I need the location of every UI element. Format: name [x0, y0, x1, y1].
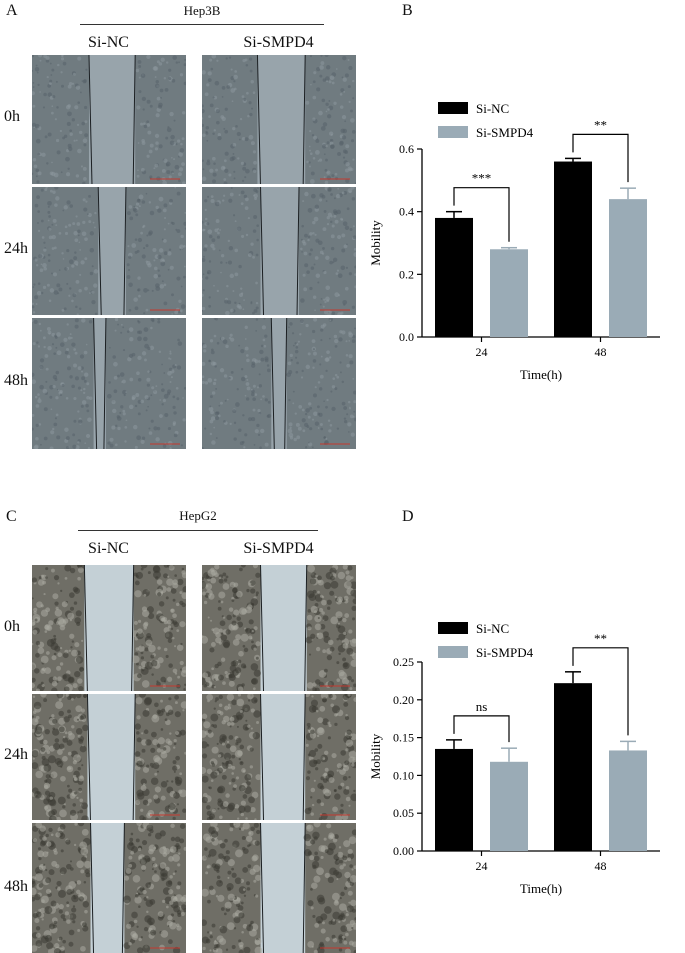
micrograph-hep3b-si-nc-0h [32, 55, 186, 184]
micrograph-hep3b-si-smpd4-24h [202, 187, 356, 315]
micrograph-hep3b-si-nc-24h [32, 187, 186, 315]
chart-d-bar-si-smpd4-24 [490, 761, 528, 851]
chart-d-legend-label: Si-NC [476, 621, 509, 636]
chart-b-y-axis-label: Mobility [368, 220, 383, 266]
chart-d-y-axis-label: Mobility [368, 733, 383, 779]
chart-d-bar-si-nc-48 [554, 683, 592, 851]
panel-a-rule [80, 24, 324, 25]
micrograph-hep3b-si-smpd4-0h [202, 55, 356, 184]
chart-panel-d: 0.00 0.05 0.10 0.15 0.20 0.25 Mobility 24 ns 48 **… [368, 621, 660, 896]
chart-b-legend-swatch [438, 126, 468, 138]
chart-d-significance-bracket [453, 715, 510, 743]
panel-c-cell-line: HepG2 [179, 508, 217, 523]
micrograph-hep3b-si-nc-48h [32, 318, 186, 449]
chart-d-y-tick-label: 0.00 [393, 844, 414, 858]
chart-b-y-tick-label: 0.4 [399, 205, 414, 219]
chart-b-legend-label: Si-SMPD4 [476, 125, 534, 140]
chart-panel-b: 0.0 0.2 0.4 0.6 Mobility 24 *** 48 ** Time(h) Si-N… [368, 101, 660, 382]
panel-a-row-0h: 0h [4, 108, 20, 125]
chart-d-x-tick-label: 24 [476, 859, 488, 873]
chart-d-bar-si-smpd4-48 [609, 750, 647, 851]
chart-b-significance-label: *** [472, 171, 492, 186]
chart-d-y-tick-label: 0.25 [393, 655, 414, 669]
panel-letter-b: B [402, 2, 413, 19]
micrograph-hepg2-si-nc-0h [32, 565, 186, 691]
chart-b-bar-si-smpd4-48 [609, 199, 647, 337]
panel-letter-a: A [6, 2, 18, 19]
panel-c-row-24h: 24h [4, 746, 28, 763]
chart-b-y-tick-label: 0.6 [399, 142, 414, 156]
panel-c-rule [78, 530, 318, 531]
chart-d-x-axis-label: Time(h) [520, 881, 562, 896]
panel-a-row-48h: 48h [4, 372, 28, 389]
panel-c-group-si-smpd4: Si-SMPD4 [243, 540, 314, 557]
chart-b-x-tick-label: 24 [476, 345, 488, 359]
chart-b-y-tick-label: 0.2 [399, 267, 414, 281]
chart-b-significance-bracket [453, 187, 510, 242]
chart-d-y-tick-label: 0.15 [393, 731, 414, 745]
chart-d-significance-label: ns [476, 699, 488, 714]
micrograph-hepg2-si-smpd4-24h [202, 694, 356, 820]
micrograph-hep3b-si-smpd4-48h [202, 318, 356, 449]
chart-b-x-axis-label: Time(h) [520, 367, 562, 382]
panel-letter-d: D [402, 508, 414, 525]
panel-c-row-0h: 0h [4, 618, 20, 635]
chart-b-bar-si-nc-48 [554, 161, 592, 337]
chart-d-y-tick-label: 0.10 [393, 768, 414, 782]
micrograph-hepg2-si-nc-24h [32, 694, 186, 820]
panel-c-group-si-nc: Si-NC [88, 540, 129, 557]
chart-b-legend-swatch [438, 102, 468, 114]
chart-d-legend-label: Si-SMPD4 [476, 645, 534, 660]
panel-a-group-si-smpd4: Si-SMPD4 [243, 34, 314, 51]
chart-d-legend-swatch [438, 622, 468, 634]
chart-d-y-tick-label: 0.05 [393, 806, 414, 820]
panel-letter-c: C [6, 508, 17, 525]
chart-b-significance-bracket [572, 133, 629, 183]
chart-d-significance-label: ** [594, 631, 607, 646]
panel-a-cell-line: Hep3B [183, 3, 221, 18]
chart-b-bar-si-nc-24 [435, 217, 473, 337]
micrograph-hepg2-si-nc-48h [32, 823, 186, 953]
chart-d-legend-swatch [438, 646, 468, 658]
chart-b-y-tick-label: 0.0 [399, 330, 414, 344]
panel-a-group-si-nc: Si-NC [88, 34, 129, 51]
chart-b-significance-label: ** [594, 117, 607, 132]
chart-b-legend-label: Si-NC [476, 101, 509, 116]
chart-d-significance-bracket [572, 647, 629, 736]
micrograph-hepg2-si-smpd4-48h [202, 823, 356, 953]
panel-c-row-48h: 48h [4, 878, 28, 895]
chart-b-bar-si-smpd4-24 [490, 249, 528, 337]
chart-d-x-tick-label: 48 [595, 859, 607, 873]
chart-b-x-tick-label: 48 [595, 345, 607, 359]
chart-d-bar-si-nc-24 [435, 748, 473, 851]
micrograph-hepg2-si-smpd4-0h [202, 565, 356, 691]
panel-a-row-24h: 24h [4, 240, 28, 257]
chart-d-y-tick-label: 0.20 [393, 693, 414, 707]
